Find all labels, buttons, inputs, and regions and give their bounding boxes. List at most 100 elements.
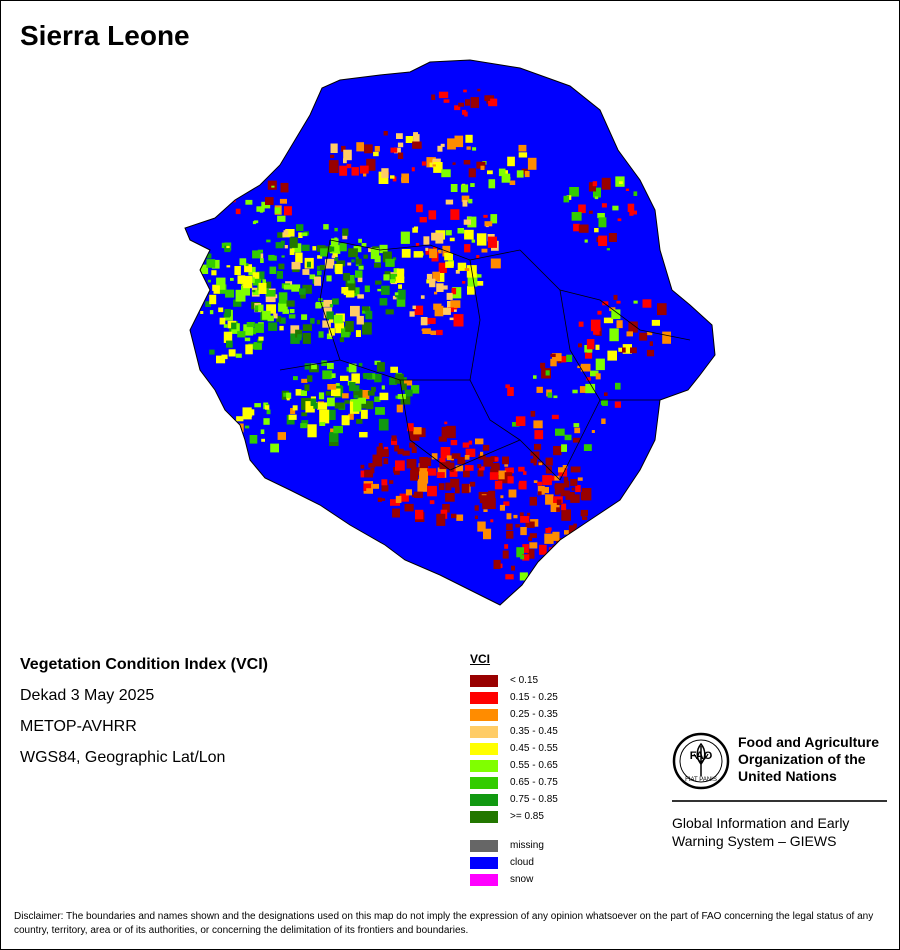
vci-pixel-cluster [356,315,364,325]
vci-pixel-cluster [606,248,610,251]
vci-pixel-cluster [662,331,671,344]
vci-pixel-cluster [425,248,433,255]
vci-pixel-cluster [334,237,338,242]
vci-pixel-cluster [437,145,443,152]
vci-pixel-cluster [326,409,336,420]
vci-pixel-cluster [262,310,271,320]
vci-pixel-cluster [279,325,284,331]
vci-pixel-cluster [429,162,434,167]
vci-pixel-cluster [300,423,307,429]
vci-pixel-cluster [404,380,413,386]
vci-pixel-cluster [365,310,373,320]
vci-pixel-cluster [252,250,261,259]
vci-pixel-cluster [572,437,580,443]
vci-pixel-cluster [410,469,418,481]
vci-pixel-cluster [226,245,230,249]
vci-pixel-cluster [657,303,667,316]
vci-pixel-cluster [318,331,324,338]
vci-pixel-cluster [397,152,404,159]
vci-pixel-cluster [279,317,286,324]
vci-pixel-cluster [483,457,493,467]
vci-pixel-cluster [626,331,633,337]
vci-pixel-cluster [334,227,338,232]
vci-pixel-cluster [397,142,404,148]
vci-pixel-cluster [411,494,416,498]
vci-pixel-cluster [261,438,265,442]
vci-pixel-cluster [343,292,348,296]
vci-map [184,59,716,606]
vci-pixel-cluster [245,199,253,205]
vci-pixel-cluster [506,530,514,539]
vci-pixel-cluster [370,248,380,260]
vci-pixel-cluster [413,134,420,142]
vci-pixel-cluster [381,285,390,295]
vci-pixel-cluster [379,298,388,306]
vci-pixel-cluster [534,443,542,450]
vci-pixel-cluster [345,290,355,298]
vci-pixel-cluster [216,355,226,364]
vci-pixel-cluster [233,427,239,431]
vci-pixel-cluster [522,545,529,551]
vci-pixel-cluster [442,504,450,513]
vci-pixel-cluster [512,422,520,427]
vci-pixel-cluster [363,173,367,177]
vci-pixel-cluster [290,333,300,344]
vci-pixel-cluster [450,478,460,488]
vci-pixel-cluster [390,366,398,373]
vci-pixel-cluster [439,458,446,466]
legend-class-swatch [470,708,498,721]
vci-pixel-cluster [363,373,373,379]
vci-pixel-cluster [389,377,397,385]
vci-pixel-cluster [302,324,312,331]
vci-pixel-cluster [436,329,443,336]
vci-pixel-cluster [525,521,535,528]
legend-other-label: snow [510,874,534,885]
vci-pixel-cluster [508,489,517,498]
vci-pixel-cluster [333,314,343,324]
vci-pixel-cluster [329,304,334,308]
vci-pixel-cluster [193,306,198,310]
vci-pixel-cluster [225,289,235,298]
vci-pixel-cluster [260,258,264,263]
vci-pixel-cluster [431,94,436,100]
vci-pixel-cluster [628,321,638,333]
vci-pixel-cluster [466,146,471,150]
vci-pixel-cluster [468,440,473,445]
vci-pixel-cluster [464,229,474,240]
vci-pixel-cluster [394,445,399,452]
vci-pixel-cluster [378,418,389,431]
vci-pixel-cluster [374,146,380,152]
vci-pixel-cluster [475,438,484,445]
vci-pixel-cluster [578,224,589,233]
vci-pixel-cluster [598,217,607,228]
vci-pixel-cluster [394,292,399,296]
vci-pixel-cluster [355,330,361,337]
vci-pixel-cluster [223,324,228,328]
legend-class-label: 0.35 - 0.45 [510,726,558,737]
vci-pixel-cluster [602,399,608,406]
vci-pixel-cluster [507,387,514,396]
vci-pixel-cluster [548,527,552,531]
vci-pixel-cluster [329,334,333,337]
vci-pixel-cluster [354,395,359,399]
vci-pixel-cluster [363,254,368,259]
vci-pixel-cluster [498,168,506,177]
vci-pixel-cluster [564,480,570,488]
vci-pixel-cluster [468,198,473,204]
vci-pixel-cluster [482,444,490,451]
vci-pixel-cluster [449,237,455,242]
vci-pixel-cluster [243,324,254,336]
vci-pixel-cluster [390,273,399,282]
vci-pixel-cluster [476,281,484,286]
vci-pixel-cluster [446,461,450,467]
vci-pixel-cluster [268,322,278,331]
disclaimer: Disclaimer: The boundaries and names sho… [14,911,874,936]
vci-pixel-cluster [252,290,256,293]
vci-pixel-cluster [616,320,623,329]
legend-other: missing cloud snow [470,837,558,888]
vci-pixel-cluster [463,89,467,93]
vci-pixel-cluster [452,287,462,299]
vci-pixel-cluster [440,447,451,459]
vci-pixel-cluster [574,427,581,434]
legend-class-swatch [470,793,498,806]
